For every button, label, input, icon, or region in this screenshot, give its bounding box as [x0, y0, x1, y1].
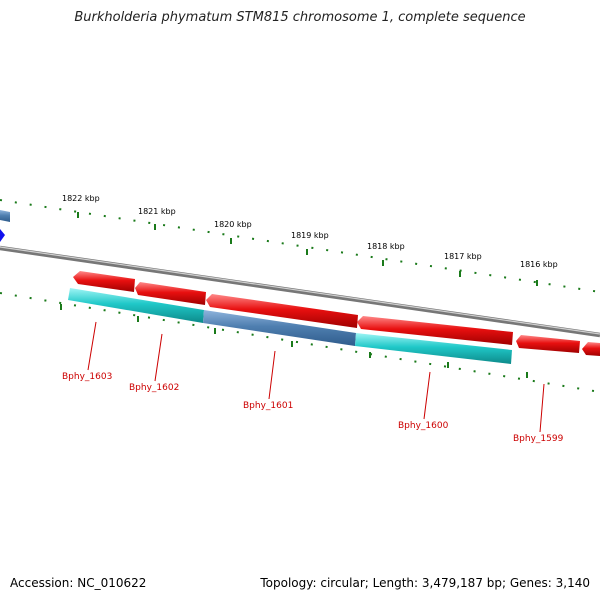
gene-label-bphy-1599[interactable]: Bphy_1599: [513, 434, 564, 444]
reverse-genes: [68, 288, 512, 364]
inner-major-ticks: [60, 304, 528, 378]
accession-text: Accession: NC_010622: [10, 576, 147, 590]
tick-labels: 1822 kbp 1821 kbp 1820 kbp 1819 kbp 1818…: [62, 194, 558, 269]
chromosome-backbone: [0, 245, 600, 338]
gene-forward[interactable]: [135, 282, 206, 305]
tick-label: 1822 kbp: [62, 194, 100, 203]
gene-forward[interactable]: [206, 294, 358, 328]
tick-label: 1820 kbp: [214, 220, 252, 229]
tick-marks: [0, 199, 600, 393]
tick-label: 1818 kbp: [367, 242, 405, 251]
tick-label: 1821 kbp: [138, 207, 176, 216]
gene-reverse[interactable]: [68, 288, 204, 323]
gene-partial-left: [0, 210, 10, 222]
tick-label: 1817 kbp: [444, 252, 482, 261]
gene-forward[interactable]: [73, 271, 135, 292]
chromosome-backbone-highlight: [0, 246, 600, 335]
gene-reverse[interactable]: [203, 310, 356, 346]
gene-forward[interactable]: [357, 316, 513, 345]
gene-labels: Bphy_1603 Bphy_1602 Bphy_1601 Bphy_1600 …: [62, 372, 564, 444]
gene-forward[interactable]: [582, 342, 600, 356]
map-title: Burkholderia phymatum STM815 chromosome …: [74, 10, 526, 25]
gene-label-bphy-1603[interactable]: Bphy_1603: [62, 372, 112, 382]
marker-icon: [0, 229, 5, 242]
tick-label: 1816 kbp: [520, 260, 558, 269]
outer-major-ticks: [77, 212, 538, 286]
gene-reverse[interactable]: [355, 333, 512, 364]
gene-label-bphy-1601[interactable]: Bphy_1601: [243, 401, 293, 411]
forward-genes: [73, 271, 600, 356]
gene-forward[interactable]: [516, 335, 580, 353]
genome-summary-text: Topology: circular; Length: 3,479,187 bp…: [260, 576, 590, 590]
label-leaders: [87, 321, 545, 433]
gene-label-bphy-1602[interactable]: Bphy_1602: [129, 383, 179, 393]
gene-label-bphy-1600[interactable]: Bphy_1600: [398, 421, 449, 431]
tick-label: 1819 kbp: [291, 231, 329, 240]
